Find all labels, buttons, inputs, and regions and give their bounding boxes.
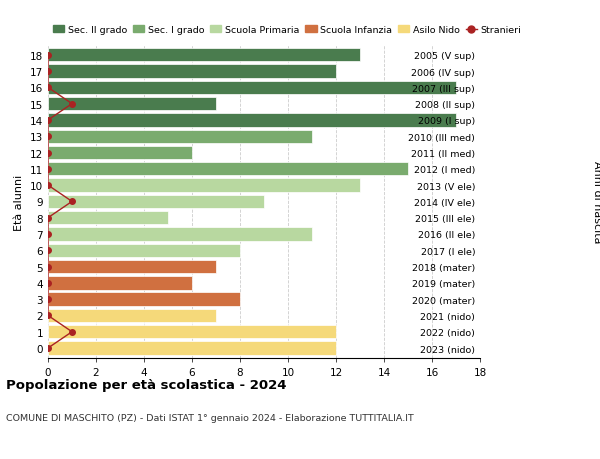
Text: COMUNE DI MASCHITO (PZ) - Dati ISTAT 1° gennaio 2024 - Elaborazione TUTTITALIA.I: COMUNE DI MASCHITO (PZ) - Dati ISTAT 1° … (6, 413, 414, 422)
Bar (48, 277, 192, 290)
Text: Popolazione per età scolastica - 2024: Popolazione per età scolastica - 2024 (6, 379, 287, 392)
Y-axis label: Età alunni: Età alunni (14, 174, 25, 230)
Text: Anni di nascita: Anni di nascita (592, 161, 600, 243)
Legend: Sec. II grado, Sec. I grado, Scuola Primaria, Scuola Infanzia, Asilo Nido, Stran: Sec. II grado, Sec. I grado, Scuola Prim… (53, 26, 521, 35)
Bar (48, 325, 336, 339)
Bar (48, 212, 168, 225)
Bar (48, 293, 240, 306)
Bar (48, 98, 216, 111)
Bar (48, 130, 312, 144)
Bar (48, 195, 264, 209)
Bar (48, 114, 456, 127)
Bar (48, 146, 192, 160)
Bar (48, 244, 240, 257)
Bar (48, 163, 408, 176)
Bar (48, 228, 312, 241)
Bar (48, 341, 336, 355)
Bar (48, 309, 216, 322)
Bar (48, 49, 360, 62)
Bar (48, 260, 216, 274)
Bar (48, 82, 456, 95)
Bar (48, 65, 336, 78)
Bar (48, 179, 360, 192)
